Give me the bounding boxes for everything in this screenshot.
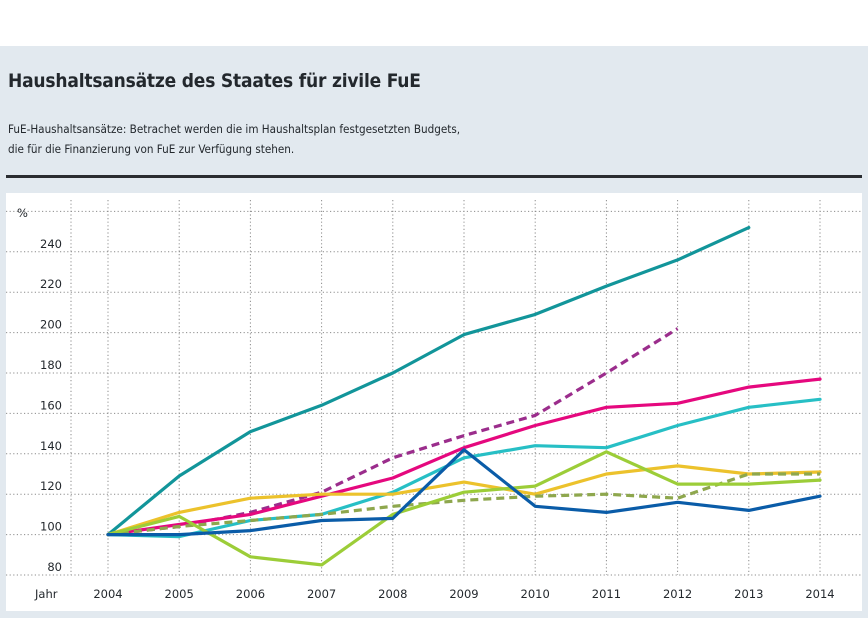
y-axis-ticks: 80 100 120 140 160 180 200 220 240 bbox=[40, 237, 62, 574]
series-line-8 bbox=[106, 448, 822, 537]
x-axis-label: Jahr bbox=[34, 587, 58, 601]
x-tick-label: 2005 bbox=[165, 587, 194, 601]
subtitle-line-2: die für die Finanzierung von FuE zur Ver… bbox=[8, 142, 295, 156]
x-tick-label: 2006 bbox=[236, 587, 265, 601]
x-tick-label: 2013 bbox=[734, 587, 763, 601]
x-tick-label: 2010 bbox=[521, 587, 550, 601]
x-tick-label: 2009 bbox=[449, 587, 478, 601]
y-tick-label: 80 bbox=[47, 560, 62, 574]
series-line-1 bbox=[106, 226, 751, 537]
series-lines bbox=[106, 226, 822, 567]
x-tick-label: 2008 bbox=[378, 587, 407, 601]
chart-title: Haushaltsansätze des Staates für zivile … bbox=[8, 70, 421, 92]
y-tick-label: 140 bbox=[40, 439, 62, 453]
grid bbox=[6, 200, 862, 576]
x-tick-label: 2011 bbox=[592, 587, 621, 601]
y-tick-label: 240 bbox=[40, 237, 62, 251]
subtitle-line-1: FuE-Haushaltsansätze: Betrachet werden d… bbox=[8, 122, 461, 136]
y-tick-label: 220 bbox=[40, 277, 62, 291]
plot-area bbox=[6, 193, 862, 611]
x-tick-label: 2012 bbox=[663, 587, 692, 601]
series-line-7 bbox=[106, 450, 822, 567]
series-line-4 bbox=[106, 397, 822, 539]
x-axis-ticks: 2004 2005 2006 2007 2008 2009 2010 2011 2012 2013… bbox=[93, 587, 834, 601]
y-tick-label: 160 bbox=[40, 398, 62, 412]
x-tick-label: 2004 bbox=[93, 587, 122, 601]
y-tick-label: 200 bbox=[40, 318, 62, 332]
chart-subtitle: FuE-Haushaltsansätze: Betrachet werden d… bbox=[8, 119, 460, 159]
series-line-3 bbox=[106, 377, 822, 537]
x-tick-label: 2014 bbox=[805, 587, 834, 601]
series-line-6 bbox=[107, 472, 820, 537]
header-divider bbox=[6, 175, 862, 178]
y-tick-label: 100 bbox=[40, 520, 62, 534]
y-tick-label: 180 bbox=[40, 358, 62, 372]
y-axis-label: % bbox=[17, 206, 28, 220]
series-line-5 bbox=[106, 464, 822, 537]
x-tick-label: 2007 bbox=[307, 587, 336, 601]
y-tick-label: 120 bbox=[40, 479, 62, 493]
